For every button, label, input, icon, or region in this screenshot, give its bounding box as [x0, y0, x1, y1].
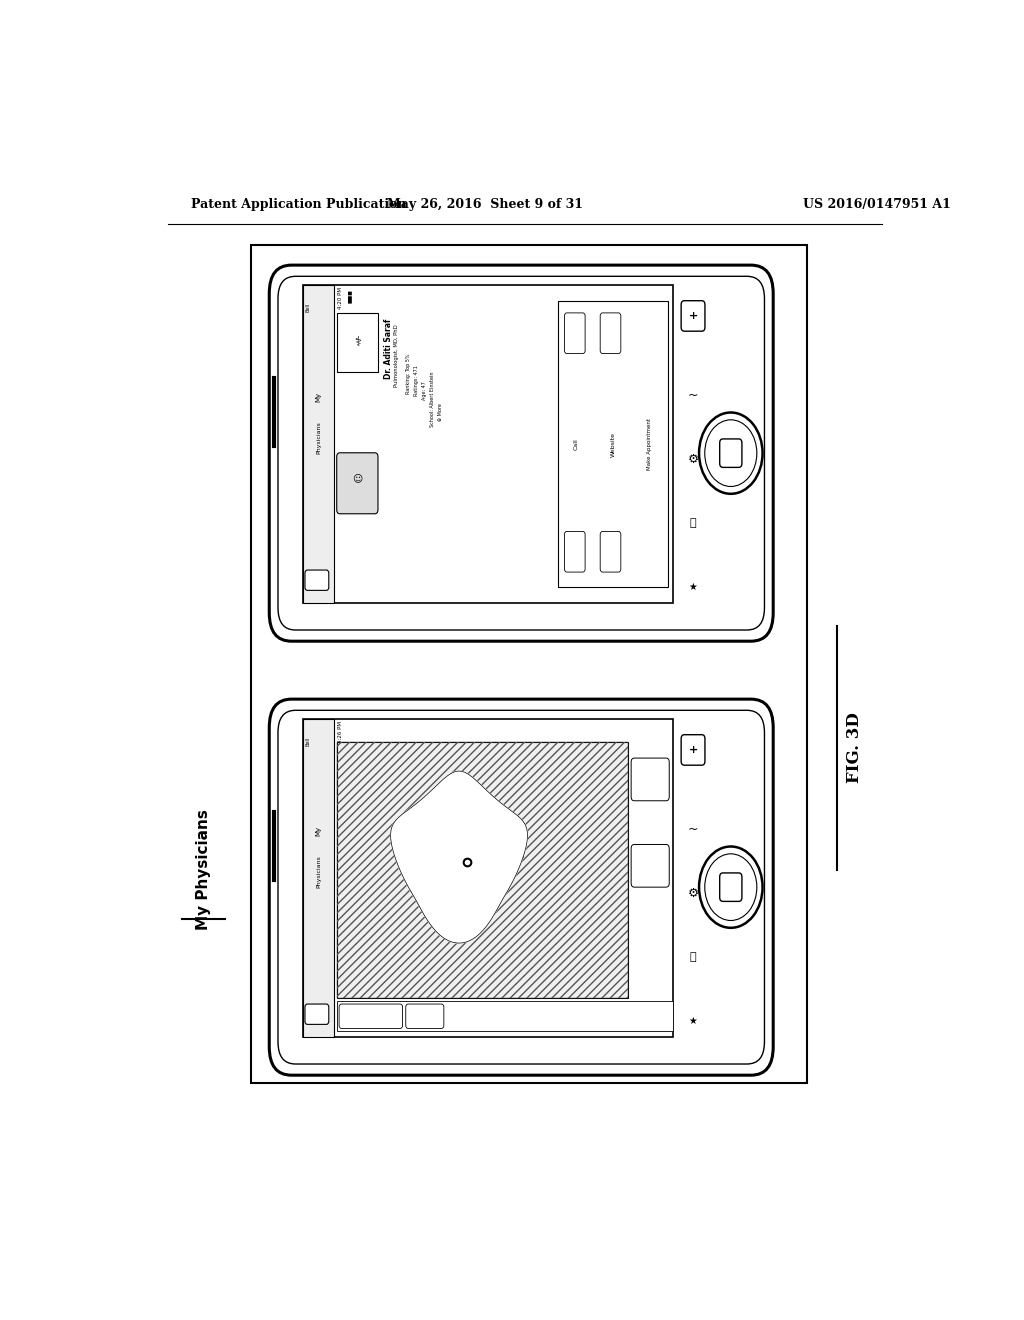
Text: 4:26 PM: 4:26 PM: [338, 721, 343, 743]
Text: ⚕: ⚕: [351, 766, 357, 775]
FancyBboxPatch shape: [631, 845, 670, 887]
Text: ⌛: ⌛: [690, 519, 696, 528]
FancyBboxPatch shape: [337, 313, 378, 372]
FancyBboxPatch shape: [337, 453, 378, 513]
Text: List: List: [648, 861, 652, 870]
FancyBboxPatch shape: [278, 710, 765, 1064]
FancyBboxPatch shape: [600, 313, 621, 354]
Text: Patent Application Publication: Patent Application Publication: [191, 198, 407, 211]
Text: ~: ~: [688, 822, 698, 836]
Text: Age: 47: Age: 47: [422, 380, 427, 400]
FancyBboxPatch shape: [600, 532, 621, 572]
FancyBboxPatch shape: [631, 758, 670, 801]
Text: Bell: Bell: [306, 738, 310, 746]
FancyBboxPatch shape: [337, 1001, 673, 1031]
Text: ☺: ☺: [352, 473, 362, 483]
Text: Ranking: Top 5%: Ranking: Top 5%: [406, 354, 411, 395]
Text: FIG. 3D: FIG. 3D: [846, 713, 862, 783]
Text: ★: ★: [689, 582, 697, 593]
Text: ◄ Back: ◄ Back: [308, 578, 326, 582]
Text: ⊕ More: ⊕ More: [437, 404, 442, 421]
FancyBboxPatch shape: [251, 244, 807, 1084]
Text: ⌛: ⌛: [690, 952, 696, 962]
Text: Ratings: 471: Ratings: 471: [414, 366, 419, 396]
FancyBboxPatch shape: [303, 285, 673, 602]
FancyBboxPatch shape: [303, 719, 334, 1036]
FancyBboxPatch shape: [337, 744, 373, 796]
Text: US 2016/0147951 A1: US 2016/0147951 A1: [803, 198, 950, 211]
FancyBboxPatch shape: [564, 532, 585, 572]
FancyBboxPatch shape: [681, 735, 705, 766]
Text: ■■■: ■■■: [347, 289, 352, 302]
Text: Show All Physicians: Show All Physicians: [350, 1014, 391, 1018]
Text: Physicians: Physicians: [316, 855, 321, 888]
Text: ⚕: ⚕: [354, 335, 360, 348]
FancyBboxPatch shape: [269, 265, 773, 642]
Text: ~: ~: [688, 388, 698, 401]
Text: ◄ Back: ◄ Back: [308, 1011, 326, 1016]
Text: Call: Call: [573, 438, 579, 450]
Bar: [337, 742, 628, 998]
Text: ⚙: ⚙: [687, 887, 698, 900]
Bar: [337, 742, 628, 998]
Text: May 26, 2016  Sheet 9 of 31: May 26, 2016 Sheet 9 of 31: [387, 198, 583, 211]
FancyBboxPatch shape: [278, 276, 765, 630]
Text: My Physicians: My Physicians: [196, 809, 211, 931]
FancyBboxPatch shape: [406, 1005, 443, 1028]
Text: Physicians: Physicians: [316, 421, 321, 454]
Text: My: My: [315, 825, 322, 836]
FancyBboxPatch shape: [720, 440, 742, 467]
Text: Make Appointment: Make Appointment: [647, 418, 652, 470]
Text: Search: Search: [648, 771, 652, 788]
Text: +: +: [688, 744, 697, 755]
FancyBboxPatch shape: [558, 301, 668, 587]
Text: Dr. Aditi Saraf: Dr. Aditi Saraf: [384, 318, 392, 379]
Text: School: Albert Einstein: School: Albert Einstein: [430, 372, 434, 428]
Text: My: My: [315, 391, 322, 401]
FancyBboxPatch shape: [303, 719, 673, 1036]
Text: ★: ★: [689, 1016, 697, 1027]
Polygon shape: [390, 771, 527, 942]
FancyBboxPatch shape: [269, 700, 773, 1076]
Text: ⚙: ⚙: [687, 453, 698, 466]
Text: Bell: Bell: [306, 304, 310, 313]
Text: Pulmonologist, MD, PhD: Pulmonologist, MD, PhD: [394, 323, 399, 387]
FancyBboxPatch shape: [305, 570, 329, 590]
Text: 4:20 PM: 4:20 PM: [338, 286, 343, 309]
FancyBboxPatch shape: [303, 285, 334, 602]
Text: +: +: [688, 312, 697, 321]
FancyBboxPatch shape: [720, 873, 742, 902]
FancyBboxPatch shape: [339, 1005, 402, 1028]
FancyBboxPatch shape: [305, 1005, 329, 1024]
FancyBboxPatch shape: [564, 313, 585, 354]
Text: Website: Website: [610, 432, 615, 457]
Text: Dr.Saraf: Dr.Saraf: [416, 1014, 433, 1018]
FancyBboxPatch shape: [681, 301, 705, 331]
